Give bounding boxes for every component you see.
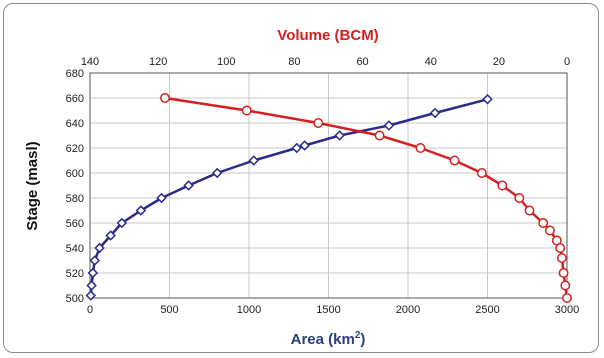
series-2-marker	[562, 293, 572, 303]
series-2-marker	[556, 253, 567, 263]
series-2-marker	[476, 168, 487, 178]
series-2-marker	[313, 118, 324, 128]
x-top-tick-label: 0	[564, 56, 570, 68]
grid	[89, 72, 568, 299]
series-2-marker	[560, 280, 571, 291]
y-tick-label: 580	[66, 193, 84, 205]
top-axis-title: Volume (BCM)	[277, 27, 378, 44]
series-2-marker	[514, 193, 525, 203]
y-axis-title: Stage (masl)	[24, 141, 41, 230]
series-1-marker	[211, 167, 223, 179]
series-2-marker	[374, 130, 385, 141]
series-1-marker	[135, 205, 147, 216]
x-top-tick-label: 140	[81, 56, 99, 68]
y-tick-label: 600	[66, 168, 84, 180]
plot-border	[89, 72, 568, 299]
x-top-tick-label: 120	[149, 56, 167, 68]
y-tick-label: 660	[66, 93, 84, 105]
y-tick-label: 680	[66, 68, 84, 80]
y-tick-label: 540	[66, 243, 84, 255]
series-1-marker	[183, 180, 194, 191]
series-1-marker	[94, 242, 105, 254]
series-layer	[85, 93, 572, 303]
x-bottom-tick-label: 0	[87, 304, 93, 316]
series-1-marker	[482, 93, 493, 105]
chart-frame	[3, 3, 599, 353]
series-1-marker	[248, 155, 260, 166]
series-2-marker	[545, 225, 555, 236]
bottom-axis-title-suffix: )	[360, 331, 365, 348]
x-bottom-tick-label: 2500	[475, 304, 499, 316]
bottom-axis-title: Area (km2)	[291, 330, 366, 348]
x-bottom-tick-label: 2000	[396, 304, 420, 316]
series-2-marker	[449, 155, 460, 166]
x-top-tick-label: 80	[288, 56, 300, 68]
series-1-marker	[291, 142, 302, 154]
series-2-marker	[555, 243, 566, 253]
series-1-marker	[89, 255, 101, 266]
bottom-axis-title-prefix: Area (km	[291, 331, 355, 348]
x-bottom-tick-label: 500	[160, 304, 178, 316]
y-tick-label: 520	[66, 268, 84, 280]
series-1-line	[89, 98, 488, 296]
series-1-marker	[156, 192, 167, 204]
series-2-marker	[497, 180, 508, 191]
y-tick-label: 560	[66, 218, 84, 230]
x-bottom-tick-label: 1500	[316, 304, 340, 316]
series-2-marker	[538, 218, 549, 228]
series-1-marker	[105, 230, 116, 241]
series-1-marker	[87, 267, 99, 279]
series-2-marker	[558, 268, 569, 278]
series-1-marker	[334, 130, 345, 141]
series-1-marker	[116, 217, 128, 229]
series-2-marker	[241, 105, 252, 116]
x-top-tick-label: 40	[425, 56, 437, 68]
series-1-marker	[383, 120, 395, 131]
series-1-marker	[429, 107, 441, 119]
bottom-axis-title-sup: 2	[355, 330, 361, 341]
series-1-marker	[85, 290, 97, 301]
x-top-tick-label: 100	[217, 56, 235, 68]
x-top-tick-label: 60	[356, 56, 368, 68]
x-bottom-tick-label: 3000	[555, 304, 579, 316]
series-1-marker	[299, 140, 310, 151]
series-2-marker	[415, 143, 426, 153]
y-tick-label: 640	[66, 118, 84, 130]
series-2-marker	[160, 93, 170, 103]
y-tick-label: 620	[66, 143, 84, 155]
series-2-marker	[524, 205, 535, 216]
x-top-tick-label: 20	[493, 56, 505, 68]
y-tick-label: 500	[66, 293, 84, 305]
x-bottom-tick-label: 1000	[237, 304, 261, 316]
series-1-marker	[86, 280, 97, 291]
